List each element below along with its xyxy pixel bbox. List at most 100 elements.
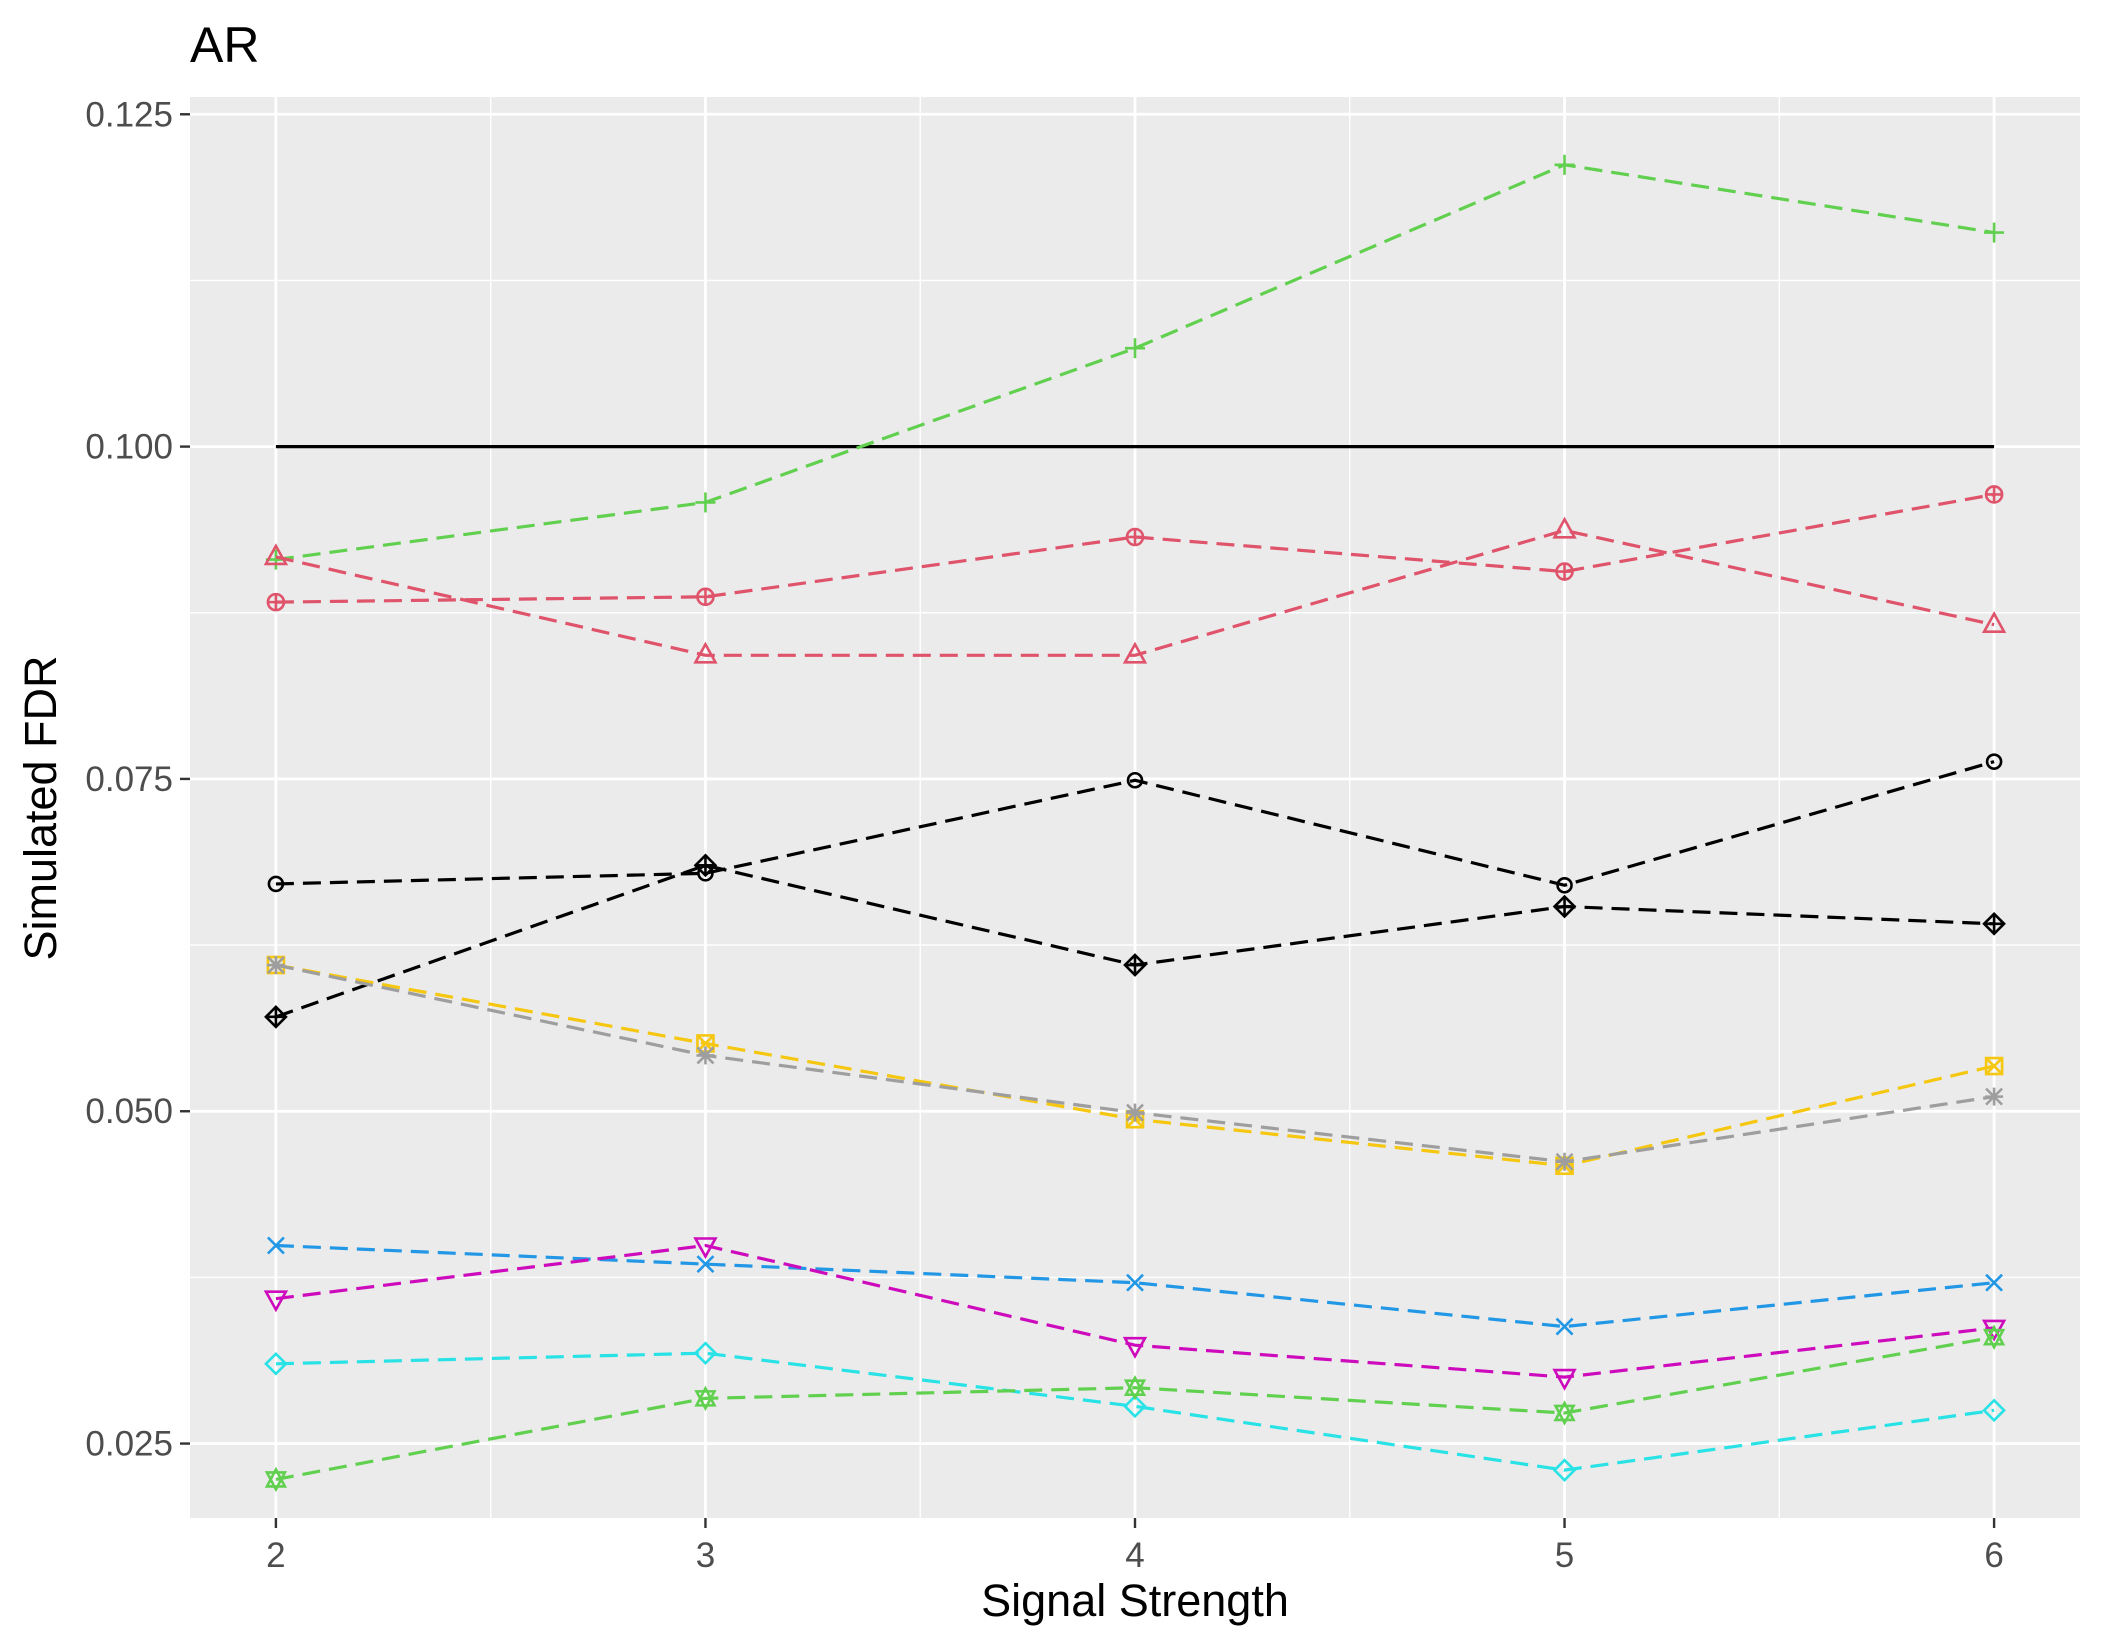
- data-point: [1122, 641, 1148, 664]
- marker-shape: [1552, 516, 1577, 539]
- data-point: [1984, 1056, 2004, 1076]
- chart-title: AR: [190, 17, 259, 73]
- series-line: [275, 760, 1995, 887]
- marker-stroke: [696, 1046, 715, 1065]
- marker-shape: [1126, 771, 1144, 789]
- marker-shape: [1123, 1394, 1147, 1419]
- data-point: [1556, 876, 1573, 894]
- data-point: [1984, 222, 2005, 243]
- marker-shape: [694, 1390, 717, 1412]
- data-point: [1985, 1087, 2004, 1106]
- data-point: [266, 592, 286, 612]
- data-point: [1981, 611, 2007, 634]
- data-point: [1555, 1317, 1574, 1336]
- series-line: [275, 492, 1995, 604]
- marker-shape: [1122, 1336, 1148, 1359]
- data-point: [1126, 1103, 1144, 1122]
- marker-shape: [1122, 641, 1148, 664]
- data-point: [1553, 1400, 1576, 1426]
- marker-stroke: [1985, 1057, 2004, 1075]
- marker-shape: [1985, 753, 2003, 770]
- series-11: [264, 1324, 2006, 1493]
- marker-shape: [694, 1385, 717, 1407]
- marker-shape: [1982, 1324, 2006, 1346]
- series-line: [275, 528, 1995, 657]
- data-point: [1984, 485, 2004, 504]
- x-axis-title: Signal Strength: [981, 1575, 1289, 1626]
- data-point: [696, 587, 715, 607]
- marker-shape: [1982, 1398, 2006, 1423]
- x-tick-label: 5: [1555, 1536, 1574, 1575]
- data-point: [694, 1385, 717, 1412]
- marker-shape: [264, 1466, 288, 1488]
- series-layer: [263, 154, 2007, 1493]
- marker-stroke: [1126, 1273, 1144, 1292]
- marker-shape: [1553, 1400, 1576, 1422]
- data-point: [695, 492, 716, 513]
- data-point: [264, 1466, 288, 1493]
- series-2: [266, 485, 2004, 612]
- series-line: [275, 1243, 1995, 1329]
- data-point: [1555, 1152, 1574, 1171]
- marker-shape: [693, 1237, 718, 1260]
- marker-shape: [1981, 611, 2007, 634]
- data-point: [1982, 1398, 2006, 1423]
- marker-shape: [263, 1290, 289, 1313]
- axes-layer: 2 3 4 5 6 0.025 0.050 0.075 0.100 0.125: [85, 95, 2003, 1575]
- series-line: [275, 1351, 1995, 1472]
- marker-stroke: [696, 1255, 715, 1274]
- data-point: [264, 1005, 288, 1029]
- data-point: [693, 1237, 718, 1260]
- marker-shape: [264, 1351, 288, 1376]
- x-tick-label: 2: [266, 1536, 285, 1575]
- y-axis-title: Simulated FDR: [15, 655, 66, 960]
- data-point: [1985, 1273, 2004, 1292]
- data-point: [1552, 516, 1577, 539]
- data-point: [263, 1290, 289, 1313]
- data-point: [1552, 1458, 1577, 1482]
- data-point: [1554, 154, 1575, 175]
- marker-shape: [264, 1471, 288, 1493]
- series-line: [275, 1335, 1995, 1482]
- marker-shape: [1123, 1374, 1147, 1397]
- data-point: [693, 853, 718, 878]
- data-point: [266, 956, 285, 975]
- marker-shape: [693, 641, 718, 664]
- y-tick-label: 0.075: [85, 760, 173, 799]
- marker-stroke: [1126, 1103, 1144, 1122]
- data-point: [1126, 771, 1144, 789]
- marker-shape: [1984, 1056, 2004, 1076]
- marker-stroke: [1985, 1087, 2004, 1106]
- marker-stroke: [1985, 1273, 2004, 1292]
- data-point: [267, 875, 285, 893]
- data-point: [1985, 753, 2003, 770]
- series-7: [266, 956, 2004, 1171]
- y-tick-label: 0.125: [85, 95, 173, 134]
- y-tick-label: 0.050: [85, 1092, 173, 1131]
- y-tick-label: 0.025: [85, 1425, 173, 1464]
- data-point: [696, 1255, 715, 1274]
- marker-stroke: [266, 1236, 285, 1255]
- series-8: [266, 1236, 2004, 1336]
- data-point: [266, 1236, 285, 1255]
- data-point: [1552, 1368, 1577, 1391]
- y-tick-label: 0.100: [85, 428, 173, 467]
- marker-shape: [1123, 1379, 1147, 1401]
- marker-shape: [1556, 876, 1573, 894]
- series-line: [275, 163, 1995, 562]
- data-point: [1125, 338, 1145, 359]
- marker-stroke: [266, 956, 285, 974]
- data-point: [696, 1046, 715, 1065]
- data-point: [1126, 1273, 1144, 1292]
- marker-shape: [263, 543, 289, 566]
- marker-shape: [693, 1341, 718, 1366]
- data-point: [264, 1351, 288, 1376]
- data-point: [263, 543, 289, 566]
- data-point: [1552, 894, 1577, 919]
- data-point: [693, 641, 718, 664]
- marker-shape: [1552, 1458, 1577, 1482]
- marker-shape: [1982, 1328, 2006, 1350]
- data-point: [1125, 527, 1145, 547]
- data-point: [1122, 1336, 1148, 1359]
- marker-shape: [267, 875, 285, 893]
